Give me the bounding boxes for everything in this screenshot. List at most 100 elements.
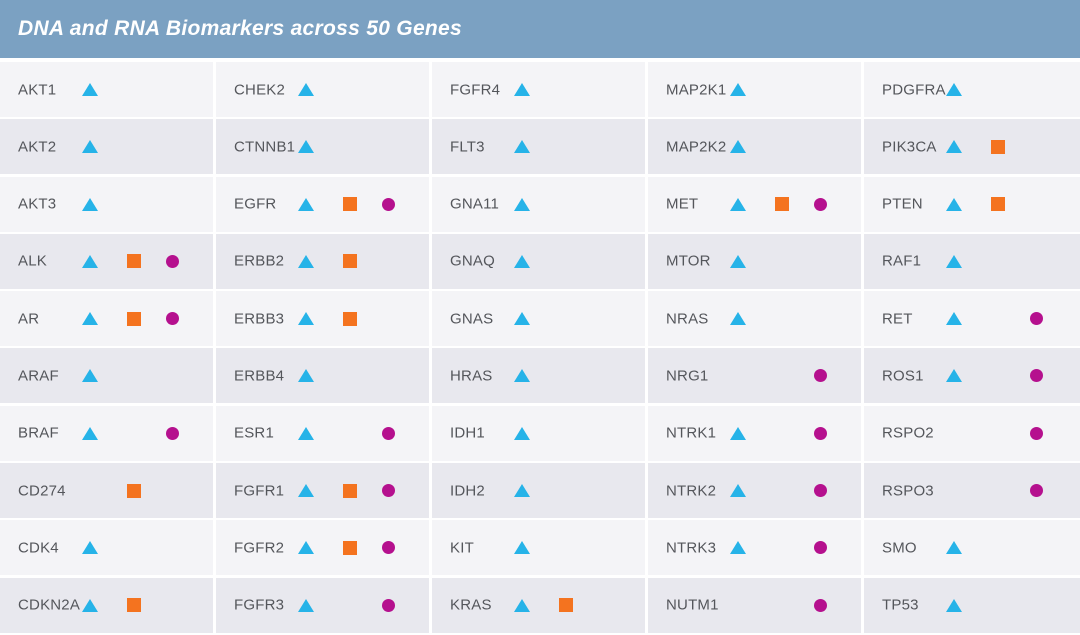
gene-label: CHEK2 (234, 81, 286, 98)
triangle-icon (82, 196, 98, 212)
triangle-icon (82, 139, 98, 155)
square-icon (558, 597, 574, 613)
table-row: AKT2 CTNNB1 FLT3 MAP2K2 PIK3CA (0, 119, 1080, 175)
triangle-icon (946, 368, 962, 384)
gene-label: PTEN (882, 195, 923, 213)
square-icon (342, 483, 358, 499)
triangle-icon (298, 82, 314, 98)
triangle-icon (514, 139, 530, 155)
circle-icon (1028, 311, 1044, 327)
triangle-icon (946, 311, 962, 327)
gene-label: ARAF (18, 367, 59, 385)
triangle-icon (730, 483, 746, 499)
gene-label: EGFR (234, 195, 277, 213)
circle-icon (812, 597, 828, 613)
square-icon (990, 139, 1006, 155)
table-row: AR ERBB3 GNAS NRAS RET (0, 291, 1080, 347)
gene-cell-hras: HRAS (432, 348, 648, 404)
gene-cell-araf: ARAF (0, 348, 216, 404)
table-row: AKT3 EGFR GNA11 MET PTEN (0, 176, 1080, 232)
triangle-icon (298, 139, 314, 155)
gene-label: TP53 (882, 596, 919, 614)
gene-cell-smo: SMO (864, 520, 1080, 576)
gene-label: NRG1 (666, 367, 709, 385)
gene-cell-gna11: GNA11 (432, 176, 648, 232)
square-icon (774, 196, 790, 212)
square-icon (342, 253, 358, 269)
gene-cell-pten: PTEN (864, 176, 1080, 232)
triangle-icon (730, 311, 746, 327)
square-icon (126, 483, 142, 499)
gene-label: CDKN2A (18, 596, 81, 614)
gene-label: RET (882, 310, 913, 328)
circle-icon (380, 597, 396, 613)
gene-cell-fgfr4: FGFR4 (432, 62, 648, 117)
triangle-icon (946, 540, 962, 556)
gene-cell-kras: KRAS (432, 577, 648, 633)
triangle-icon (946, 82, 962, 98)
gene-cell-rspo3: RSPO3 (864, 463, 1080, 519)
triangle-icon (298, 196, 314, 212)
gene-label: KIT (450, 539, 474, 557)
triangle-icon (946, 139, 962, 155)
triangle-icon (82, 368, 98, 384)
gene-cell-ar: AR (0, 291, 216, 347)
square-icon (126, 597, 142, 613)
triangle-icon (514, 483, 530, 499)
triangle-icon (946, 253, 962, 269)
gene-cell-gnaq: GNAQ (432, 233, 648, 289)
table-row: CD274 FGFR1 IDH2 NTRK2 RSPO3 (0, 463, 1080, 519)
gene-label: RAF1 (882, 252, 922, 270)
gene-label: PIK3CA (882, 138, 937, 156)
circle-icon (812, 368, 828, 384)
gene-label: AKT2 (18, 138, 57, 156)
gene-cell-flt3: FLT3 (432, 119, 648, 175)
circle-icon (812, 425, 828, 441)
circle-icon (380, 483, 396, 499)
triangle-icon (514, 311, 530, 327)
gene-cell-nutm1: NUTM1 (648, 577, 864, 633)
gene-cell-tp53: TP53 (864, 577, 1080, 633)
gene-cell-ret: RET (864, 291, 1080, 347)
gene-label: RSPO3 (882, 482, 934, 500)
gene-cell-pdgfra: PDGFRA (864, 62, 1080, 117)
triangle-icon (514, 196, 530, 212)
gene-label: BRAF (18, 424, 59, 442)
gene-cell-nras: NRAS (648, 291, 864, 347)
triangle-icon (82, 82, 98, 98)
triangle-icon (946, 196, 962, 212)
gene-label: HRAS (450, 367, 493, 385)
gene-label: NTRK3 (666, 539, 717, 557)
circle-icon (812, 196, 828, 212)
gene-cell-raf1: RAF1 (864, 233, 1080, 289)
circle-icon (812, 540, 828, 556)
gene-label: FGFR3 (234, 596, 285, 614)
gene-cell-akt2: AKT2 (0, 119, 216, 175)
triangle-icon (514, 82, 530, 98)
circle-icon (164, 311, 180, 327)
gene-label: ERBB3 (234, 310, 285, 328)
gene-cell-idh1: IDH1 (432, 405, 648, 461)
gene-cell-idh2: IDH2 (432, 463, 648, 519)
gene-label: FLT3 (450, 138, 485, 156)
gene-label: MAP2K1 (666, 81, 727, 98)
gene-label: NUTM1 (666, 596, 719, 614)
gene-cell-alk: ALK (0, 233, 216, 289)
gene-label: RSPO2 (882, 424, 934, 442)
triangle-icon (82, 311, 98, 327)
gene-label: IDH1 (450, 424, 485, 442)
gene-label: PDGFRA (882, 81, 946, 98)
gene-cell-erbb4: ERBB4 (216, 348, 432, 404)
gene-label: ROS1 (882, 367, 924, 385)
gene-cell-cd274: CD274 (0, 463, 216, 519)
triangle-icon (730, 425, 746, 441)
triangle-icon (514, 253, 530, 269)
gene-cell-akt3: AKT3 (0, 176, 216, 232)
triangle-icon (298, 368, 314, 384)
triangle-icon (514, 368, 530, 384)
circle-icon (380, 540, 396, 556)
gene-label: CD274 (18, 482, 66, 500)
square-icon (126, 311, 142, 327)
biomarker-gene-table: AKT1 CHEK2 FGFR4 MAP2K1 PDGFRA AKT2 CTNNB1 FLT3… (0, 62, 1080, 633)
gene-label: GNA11 (450, 195, 500, 213)
